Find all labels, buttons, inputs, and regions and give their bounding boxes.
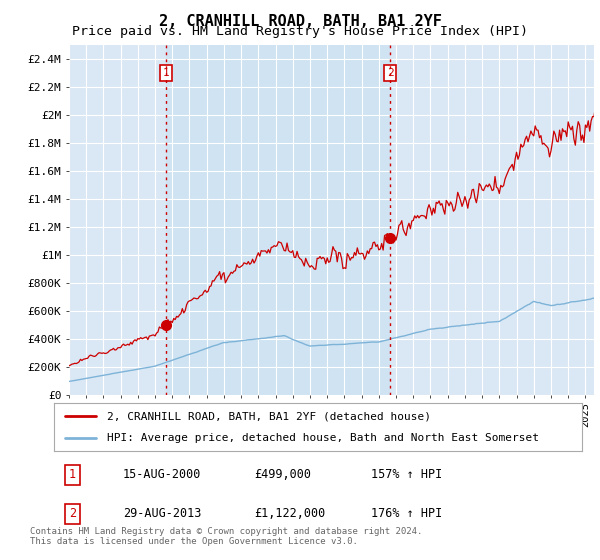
Text: HPI: Average price, detached house, Bath and North East Somerset: HPI: Average price, detached house, Bath…: [107, 433, 539, 443]
Text: £499,000: £499,000: [254, 468, 311, 481]
Text: 2: 2: [387, 68, 394, 78]
Text: 2, CRANHILL ROAD, BATH, BA1 2YF (detached house): 2, CRANHILL ROAD, BATH, BA1 2YF (detache…: [107, 411, 431, 421]
Text: 157% ↑ HPI: 157% ↑ HPI: [371, 468, 442, 481]
Text: 15-AUG-2000: 15-AUG-2000: [122, 468, 201, 481]
Bar: [166, 45, 390, 395]
Text: 2: 2: [69, 507, 76, 520]
Text: £1,122,000: £1,122,000: [254, 507, 326, 520]
Text: 1: 1: [69, 468, 76, 481]
Text: Contains HM Land Registry data © Crown copyright and database right 2024.
This d: Contains HM Land Registry data © Crown c…: [30, 526, 422, 546]
Text: 2, CRANHILL ROAD, BATH, BA1 2YF: 2, CRANHILL ROAD, BATH, BA1 2YF: [158, 14, 442, 29]
Text: 1: 1: [163, 68, 169, 78]
Text: 176% ↑ HPI: 176% ↑ HPI: [371, 507, 442, 520]
Text: Price paid vs. HM Land Registry's House Price Index (HPI): Price paid vs. HM Land Registry's House …: [72, 25, 528, 38]
Text: 29-AUG-2013: 29-AUG-2013: [122, 507, 201, 520]
